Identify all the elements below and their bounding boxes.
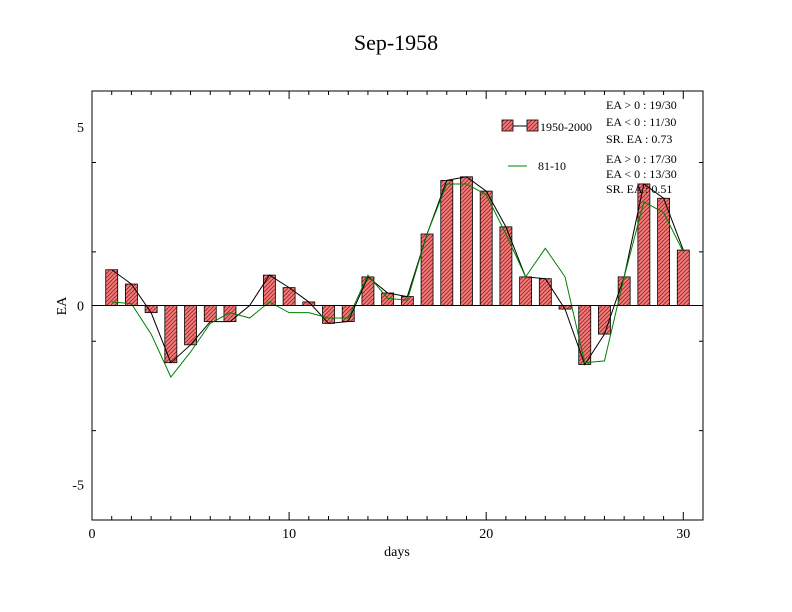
bar-day-17 (420, 233, 434, 306)
legend-swatch-1950-2000-left (501, 119, 514, 132)
bar-day-9 (262, 274, 276, 306)
bar-day-4 (164, 305, 178, 364)
x-tick-label: 10 (282, 527, 296, 542)
bar-day-25 (578, 305, 592, 365)
y-tick-label: 5 (77, 121, 84, 136)
y-axis-label: EA (55, 296, 70, 316)
stats-81-10-pos: EA > 0 : 17/30 (606, 152, 677, 166)
stats-1950-2000-neg: EA < 0 : 11/30 (606, 115, 676, 129)
stats-81-10-sr: SR. EA : 0.51 (606, 182, 672, 196)
x-tick-label: 0 (89, 527, 96, 542)
series-line-81-10 (111, 183, 684, 378)
legend-swatch-1950-2000-right (526, 119, 539, 132)
bar-group (105, 176, 690, 365)
stats-1950-2000-sr: SR. EA : 0.73 (606, 132, 672, 146)
bar-day-30 (676, 249, 690, 306)
bar-day-5 (184, 305, 197, 346)
bar-day-2 (125, 283, 138, 306)
bar-day-6 (203, 305, 217, 322)
bar-day-23 (538, 278, 552, 306)
legend: 1950-2000 81-10 EA > 0 : 19/30 EA < 0 : … (501, 98, 677, 196)
x-axis-label: days (384, 545, 410, 560)
bar-day-16 (400, 296, 414, 306)
bar-day-27 (617, 276, 631, 306)
x-tick-label: 20 (479, 527, 493, 542)
bar-day-29 (657, 197, 670, 306)
bar-day-1 (105, 269, 119, 306)
stats-81-10-neg: EA < 0 : 13/30 (606, 167, 677, 181)
bar-day-18 (440, 179, 454, 306)
series-line-1950-2000 (111, 176, 684, 366)
x-tick-label: 30 (676, 527, 690, 542)
stats-1950-2000-pos: EA > 0 : 19/30 (606, 98, 677, 112)
line-group (111, 176, 684, 378)
y-tick-label: -5 (72, 478, 84, 493)
bar-day-12 (322, 305, 335, 324)
bar-day-15 (381, 292, 395, 306)
axes: 0 10 20 30 -5 0 5 (72, 91, 704, 542)
bar-day-19 (460, 176, 473, 306)
legend-label-1950-2000: 1950-2000 (540, 120, 592, 134)
y-tick-label: 0 (77, 300, 84, 315)
bar-day-14 (361, 276, 375, 306)
bar-day-22 (519, 276, 533, 306)
legend-label-81-10: 81-10 (538, 159, 566, 173)
chart-title: Sep-1958 (354, 30, 438, 55)
bar-day-20 (479, 190, 493, 306)
bar-day-26 (598, 305, 611, 335)
